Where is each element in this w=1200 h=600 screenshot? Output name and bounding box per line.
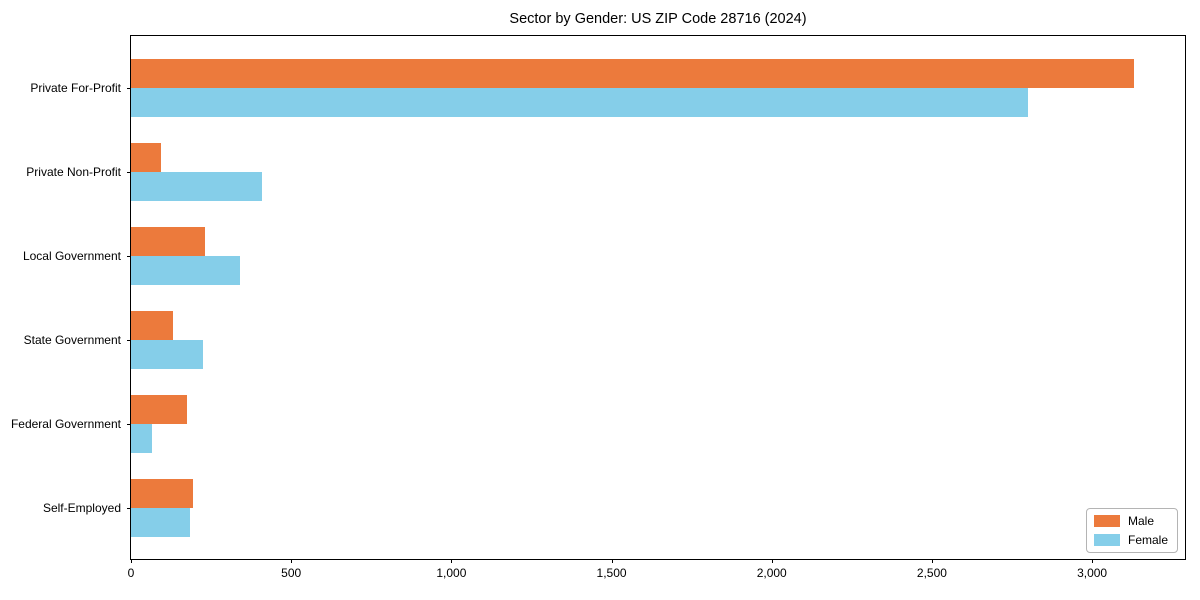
legend-entry-female: Female [1093, 533, 1168, 547]
category-row: Federal Government [11, 382, 1185, 466]
x-tick-mark [931, 559, 933, 563]
x-tick-mark [771, 559, 773, 563]
x-tick-label: 500 [281, 566, 302, 580]
legend-label-male: Male [1127, 514, 1154, 528]
y-tick [127, 424, 131, 425]
x-tick-mark [131, 559, 132, 563]
bars-container: Private For-Profit Private Non-Profit Loca… [11, 36, 1185, 559]
male-bar [131, 59, 1134, 88]
x-tick-label: 1,000 [436, 566, 467, 580]
x-tick-label: 1,500 [596, 566, 627, 580]
x-axis: 0 500 1,000 1,500 2,000 2,500 3,000 [127, 559, 1185, 589]
x-tick-mark [451, 559, 453, 563]
male-bar [131, 395, 188, 424]
legend: Male Female [1085, 508, 1178, 553]
x-tick-mark [1092, 559, 1094, 563]
y-tick [127, 88, 131, 89]
x-tick-mark [611, 559, 613, 563]
category-label: Local Government [22, 249, 121, 263]
x-tick-label: 0 [127, 566, 135, 580]
category-label: Self-Employed [42, 501, 121, 515]
legend-entry-male: Male [1093, 514, 1168, 528]
plot-area: Private For-Profit Private Non-Profit Loca… [11, 35, 1186, 580]
chart-title: Sector by Gender: US ZIP Code 28716 (202… [509, 11, 807, 27]
x-tick-label: 2,000 [756, 566, 787, 580]
male-bar [131, 479, 194, 508]
y-tick [127, 340, 131, 341]
female-bar [131, 508, 191, 537]
male-bar [131, 143, 162, 172]
y-tick [127, 508, 131, 509]
female-bar [131, 256, 240, 285]
category-row: Private For-Profit [30, 46, 1185, 130]
male-bar [131, 311, 173, 340]
y-tick [127, 172, 131, 173]
x-tick-mark [291, 559, 293, 563]
category-row: Self-Employed [43, 466, 1185, 550]
female-bar [131, 88, 1029, 117]
category-row: Local Government [23, 214, 1185, 298]
x-tick-label: 3,000 [1077, 566, 1108, 580]
y-tick [127, 256, 131, 257]
male-bar [131, 227, 205, 256]
male-legend-swatch [1093, 515, 1120, 527]
female-legend-swatch [1093, 534, 1120, 546]
category-row: Private Non-Profit [26, 130, 1185, 214]
category-label: Federal Government [10, 417, 121, 431]
female-bar [131, 172, 263, 201]
female-bar [131, 424, 152, 453]
category-row: State Government [24, 298, 1185, 382]
female-bar [131, 340, 204, 369]
x-tick-label: 2,500 [916, 566, 947, 580]
category-label: State Government [23, 333, 121, 347]
category-label: Private Non-Profit [26, 165, 121, 179]
legend-label-female: Female [1127, 533, 1168, 547]
category-label: Private For-Profit [30, 81, 121, 95]
